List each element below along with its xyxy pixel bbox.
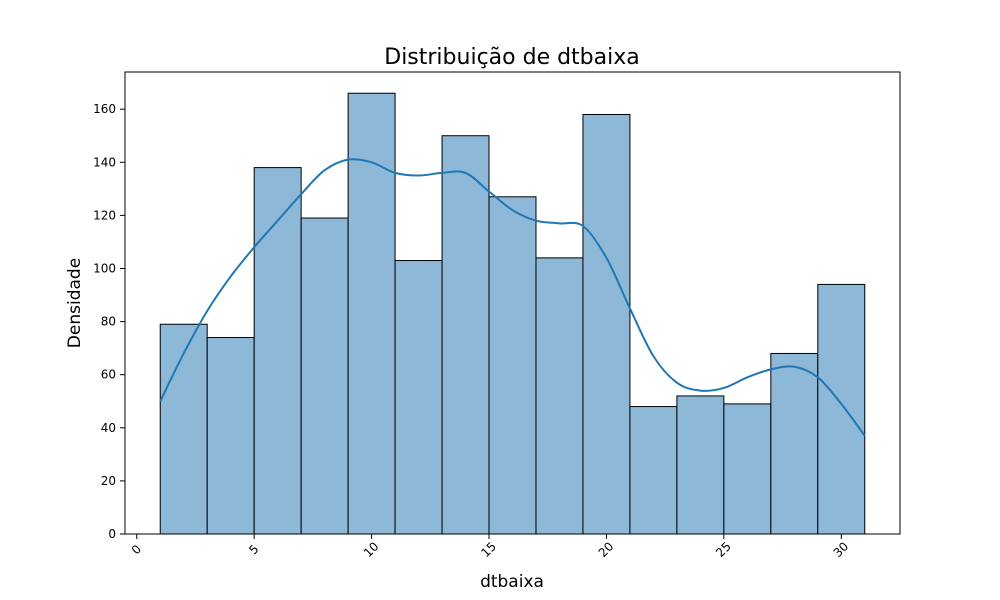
histogram-bar <box>817 283 866 535</box>
y-tick-label: 60 <box>101 368 116 382</box>
chart-title: Distribuição de dtbaixa <box>384 45 640 70</box>
histogram-bar <box>770 352 819 535</box>
histogram-bar <box>253 167 302 535</box>
kde-line <box>159 158 866 437</box>
x-tick-label: 15 <box>478 539 499 560</box>
x-tick-label: 20 <box>596 539 617 560</box>
x-axis-label: dtbaixa <box>480 572 544 592</box>
x-axis: 0 5 10 15 20 25 30 <box>129 534 852 560</box>
histogram-bar <box>206 337 255 535</box>
histogram-bar <box>723 403 772 535</box>
plot-frame <box>124 71 901 535</box>
histogram-bar <box>159 323 208 535</box>
histogram-bar <box>394 260 443 535</box>
histogram-bar <box>582 113 631 535</box>
y-tick-label: 160 <box>93 102 116 116</box>
histogram-bar <box>347 92 396 535</box>
y-tick-label: 80 <box>101 315 116 329</box>
y-tick-label: 0 <box>108 527 116 541</box>
histogram-bar <box>441 135 490 535</box>
y-tick-label: 100 <box>93 261 116 275</box>
y-tick-label: 20 <box>101 474 116 488</box>
histogram-bar <box>629 406 678 535</box>
x-tick-label: 30 <box>831 539 852 560</box>
x-tick-label: 5 <box>246 542 261 557</box>
bars-group <box>159 92 866 535</box>
x-tick-label: 25 <box>713 539 734 560</box>
y-tick-label: 40 <box>101 421 116 435</box>
y-axis: 0 20 40 60 80 100 120 140 160 <box>93 102 125 541</box>
x-tick-label: 0 <box>129 542 144 557</box>
y-tick-label: 120 <box>93 208 116 222</box>
histogram-bar <box>535 257 584 535</box>
x-tick-label: 10 <box>361 539 382 560</box>
y-axis-label: Densidade <box>65 258 85 348</box>
histogram-bar <box>488 196 537 535</box>
histogram-bar <box>300 217 349 535</box>
histogram-bar <box>676 395 725 535</box>
y-tick-label: 140 <box>93 155 116 169</box>
